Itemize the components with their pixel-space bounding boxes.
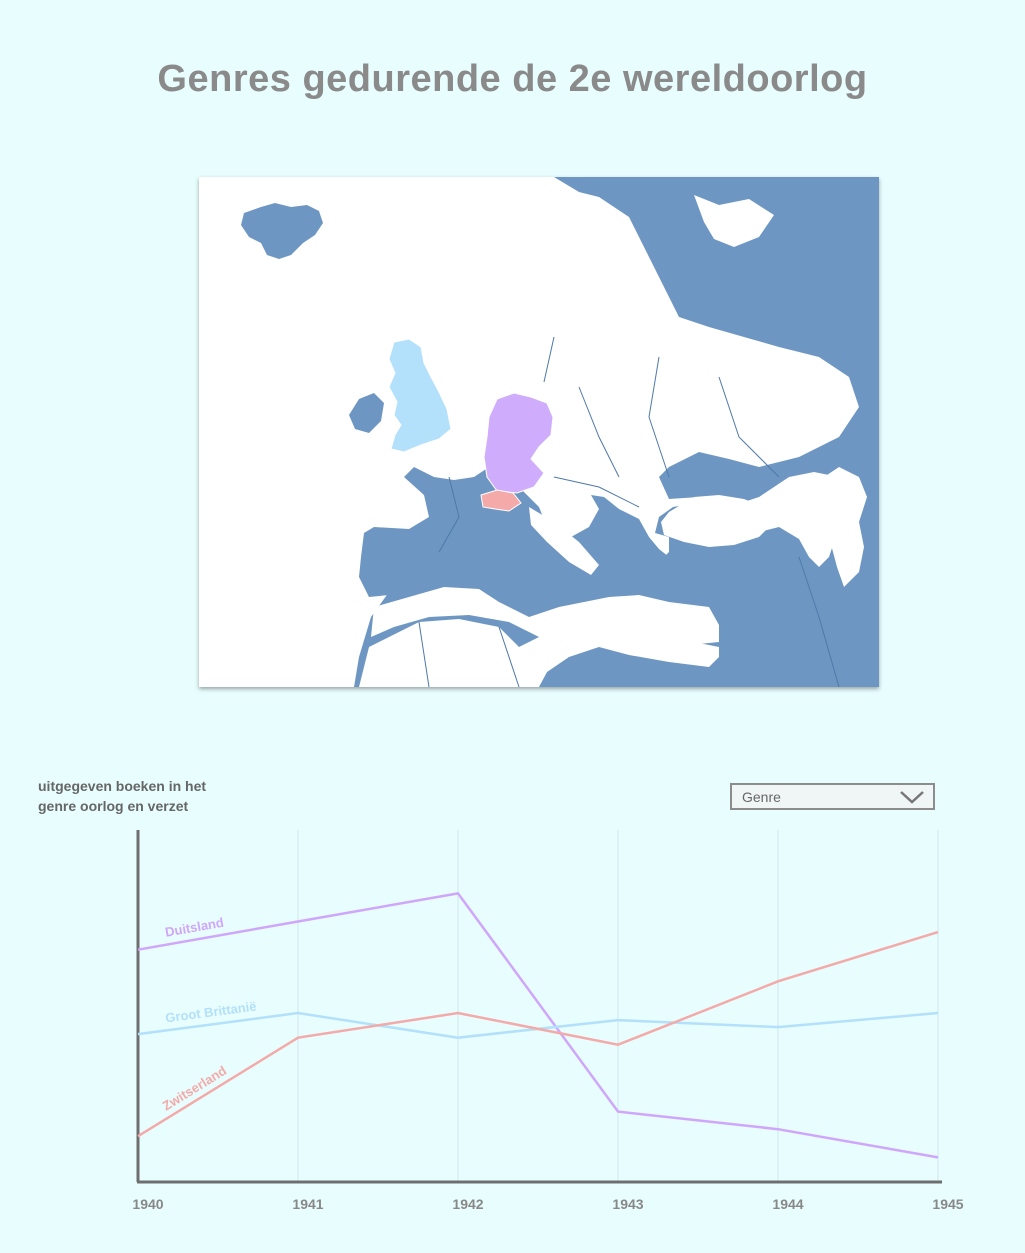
series-line [137,930,939,1138]
mediterranean-sea [371,587,719,647]
gulf-of-finland [594,312,677,337]
iceland [241,203,323,259]
adriatic-sea [529,507,599,575]
black-sea [661,495,774,547]
map-svg [199,177,879,687]
switzerland [480,489,522,512]
italy [517,517,587,589]
ireland [349,393,384,433]
x-tick-label: 1940 [132,1196,163,1212]
caspian-sea [821,467,867,587]
series-line [137,1011,939,1039]
germany [483,392,554,494]
x-tick-label: 1943 [612,1196,643,1212]
x-tick-label: 1945 [932,1196,963,1212]
genre-dropdown-value: Genre [742,789,781,805]
europe-map[interactable] [199,177,879,687]
series-line [137,891,939,1159]
x-tick-label: 1942 [452,1196,483,1212]
mainland-europe [354,177,879,687]
iberia [359,529,439,597]
series-label: Zwitserland [160,1063,229,1114]
genre-dropdown[interactable]: Genre [730,783,935,810]
white-sea [694,195,774,247]
chevron-down-icon [899,787,925,812]
great-britain [388,338,452,453]
baltic-sea [539,217,637,407]
y-axis-label: uitgegeven boeken in het genre oorlog en… [38,778,207,814]
x-tick-label: 1944 [772,1196,803,1212]
country-borders [418,336,840,687]
x-tick-label: 1941 [292,1196,323,1212]
page-title: Genres gedurende de 2e wereldoorlog [157,58,868,100]
